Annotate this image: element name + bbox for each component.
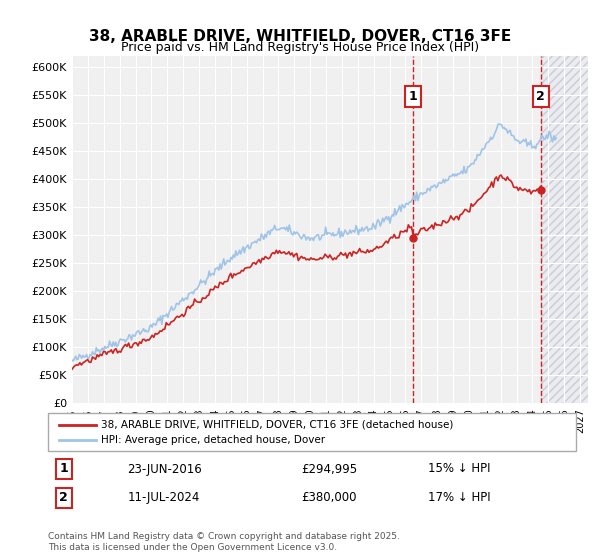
Text: 38, ARABLE DRIVE, WHITFIELD, DOVER, CT16 3FE: 38, ARABLE DRIVE, WHITFIELD, DOVER, CT16… [89, 29, 511, 44]
Text: 1: 1 [409, 90, 418, 103]
Bar [541, 56, 588, 403]
Text: 2: 2 [536, 90, 545, 103]
Text: £380,000: £380,000 [301, 492, 357, 505]
Bar [541, 56, 588, 403]
Text: 1: 1 [59, 463, 68, 475]
Text: £294,995: £294,995 [301, 463, 358, 475]
Text: 17% ↓ HPI: 17% ↓ HPI [428, 492, 491, 505]
Text: 11-JUL-2024: 11-JUL-2024 [127, 492, 200, 505]
Text: Contains HM Land Registry data © Crown copyright and database right 2025.
This d: Contains HM Land Registry data © Crown c… [48, 532, 400, 552]
Text: Price paid vs. HM Land Registry's House Price Index (HPI): Price paid vs. HM Land Registry's House … [121, 41, 479, 54]
Text: HPI: Average price, detached house, Dover: HPI: Average price, detached house, Dove… [101, 435, 325, 445]
Text: 2: 2 [59, 492, 68, 505]
Text: 38, ARABLE DRIVE, WHITFIELD, DOVER, CT16 3FE (detached house): 38, ARABLE DRIVE, WHITFIELD, DOVER, CT16… [101, 420, 453, 430]
Text: 23-JUN-2016: 23-JUN-2016 [127, 463, 202, 475]
Text: 15% ↓ HPI: 15% ↓ HPI [428, 463, 491, 475]
FancyBboxPatch shape [48, 413, 576, 451]
